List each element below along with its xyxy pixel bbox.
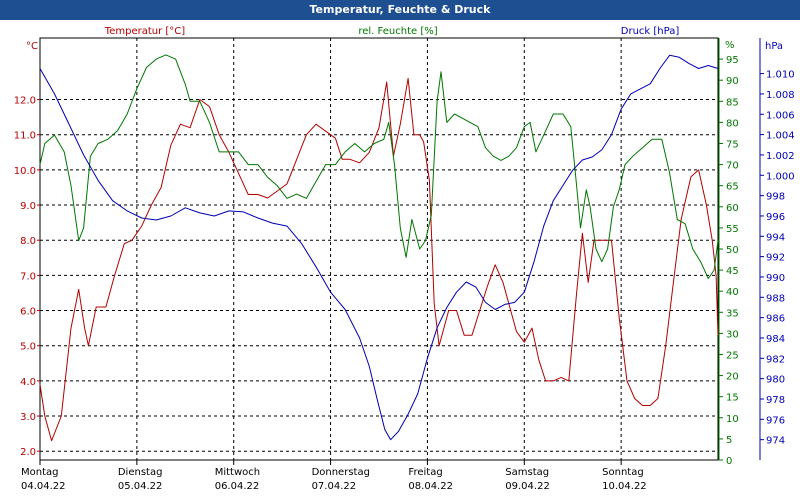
- pressure-tick-label: 996: [766, 212, 785, 223]
- temperature-tick-label: 6.0: [20, 307, 36, 318]
- humidity-tick-label: 40: [726, 287, 739, 298]
- pressure-tick-label: 994: [766, 232, 785, 243]
- humidity-tick-label: 80: [726, 118, 739, 129]
- temperature-tick-label: 12.0: [14, 96, 36, 107]
- x-tick-label-day: Donnerstag: [312, 467, 370, 478]
- humidity-tick-label: 55: [726, 224, 739, 235]
- plot-frame: [39, 37, 719, 461]
- temperature-tick-label: 8.0: [20, 236, 36, 247]
- temperature-tick-label: 10.0: [14, 166, 36, 177]
- axes: Montag04.04.22Dienstag05.04.22Mittwoch06…: [14, 38, 795, 492]
- humidity-tick-label: 50: [726, 245, 739, 256]
- pressure-tick-label: 992: [766, 253, 785, 264]
- humidity-tick-label: 70: [726, 161, 739, 172]
- temperature-unit-label: °C: [26, 41, 38, 52]
- x-tick-label-date: 10.04.22: [602, 481, 647, 492]
- series-lines: [39, 54, 719, 442]
- humidity-series-line: [39, 54, 719, 279]
- temperature-tick-label: 7.0: [20, 271, 36, 282]
- humidity-tick-label: 90: [726, 76, 739, 87]
- humidity-tick-label: 95: [726, 55, 739, 66]
- temperature-tick-label: 3.0: [20, 412, 36, 423]
- temperature-tick-label: 5.0: [20, 342, 36, 353]
- humidity-tick-label: 65: [726, 182, 739, 193]
- x-tick-label-date: 06.04.22: [215, 481, 260, 492]
- grid: [39, 37, 719, 461]
- pressure-tick-label: 982: [766, 354, 785, 365]
- pressure-tick-label: 1.000: [766, 171, 795, 182]
- humidity-tick-label: 85: [726, 97, 739, 108]
- pressure-tick-label: 990: [766, 273, 785, 284]
- x-tick-label-date: 09.04.22: [505, 481, 550, 492]
- pressure-tick-label: 1.010: [766, 70, 795, 81]
- temperature-series-line: [39, 77, 719, 442]
- x-tick-label-day: Mittwoch: [215, 467, 260, 478]
- pressure-axis-title: Druck [hPa]: [621, 26, 680, 37]
- x-tick-label-date: 07.04.22: [312, 481, 357, 492]
- pressure-tick-label: 984: [766, 334, 785, 345]
- pressure-tick-label: 998: [766, 192, 785, 203]
- pressure-tick-label: 1.004: [766, 131, 795, 142]
- pressure-tick-label: 1.006: [766, 110, 795, 121]
- x-tick-label-date: 04.04.22: [21, 481, 66, 492]
- pressure-tick-label: 976: [766, 415, 785, 426]
- pressure-tick-label: 1.008: [766, 90, 795, 101]
- window-title: Temperatur, Feuchte & Druck: [309, 3, 491, 16]
- humidity-tick-label: 35: [726, 308, 739, 319]
- humidity-tick-label: 5: [726, 435, 732, 446]
- x-tick-label-day: Sonntag: [602, 467, 644, 478]
- humidity-tick-label: 0: [726, 456, 732, 467]
- temperature-tick-label: 4.0: [20, 377, 36, 388]
- humidity-axis-title: rel. Feuchte [%]: [358, 26, 437, 37]
- humidity-tick-label: 10: [726, 414, 739, 425]
- x-tick-label-day: Freitag: [408, 467, 442, 478]
- humidity-tick-label: 75: [726, 140, 739, 151]
- humidity-tick-label: 15: [726, 393, 739, 404]
- x-tick-label-date: 05.04.22: [118, 481, 163, 492]
- humidity-tick-label: 30: [726, 329, 739, 340]
- pressure-tick-label: 986: [766, 314, 785, 325]
- temperature-tick-label: 9.0: [20, 201, 36, 212]
- pressure-tick-label: 1.002: [766, 151, 795, 162]
- window-title-bar: Temperatur, Feuchte & Druck: [0, 0, 800, 20]
- x-tick-label-day: Montag: [21, 467, 58, 478]
- pressure-tick-label: 980: [766, 375, 785, 386]
- pressure-tick-label: 978: [766, 395, 785, 406]
- humidity-tick-label: 20: [726, 372, 739, 383]
- pressure-series-line: [39, 54, 719, 441]
- temperature-tick-label: 2.0: [20, 447, 36, 458]
- humidity-tick-label: 60: [726, 203, 739, 214]
- humidity-unit-label: %: [725, 40, 735, 51]
- humidity-tick-label: 25: [726, 351, 739, 362]
- pressure-unit-label: hPa: [765, 41, 783, 52]
- temperature-tick-label: 11.0: [14, 131, 36, 142]
- x-tick-label-date: 08.04.22: [408, 481, 453, 492]
- x-tick-label-day: Samstag: [505, 467, 549, 478]
- humidity-tick-label: 45: [726, 266, 739, 277]
- chart-canvas: Temperatur [°C] rel. Feuchte [%] Druck […: [0, 20, 800, 500]
- temperature-axis-title: Temperatur [°C]: [104, 26, 185, 37]
- pressure-tick-label: 974: [766, 436, 785, 447]
- pressure-tick-label: 988: [766, 293, 785, 304]
- x-tick-label-day: Dienstag: [118, 467, 163, 478]
